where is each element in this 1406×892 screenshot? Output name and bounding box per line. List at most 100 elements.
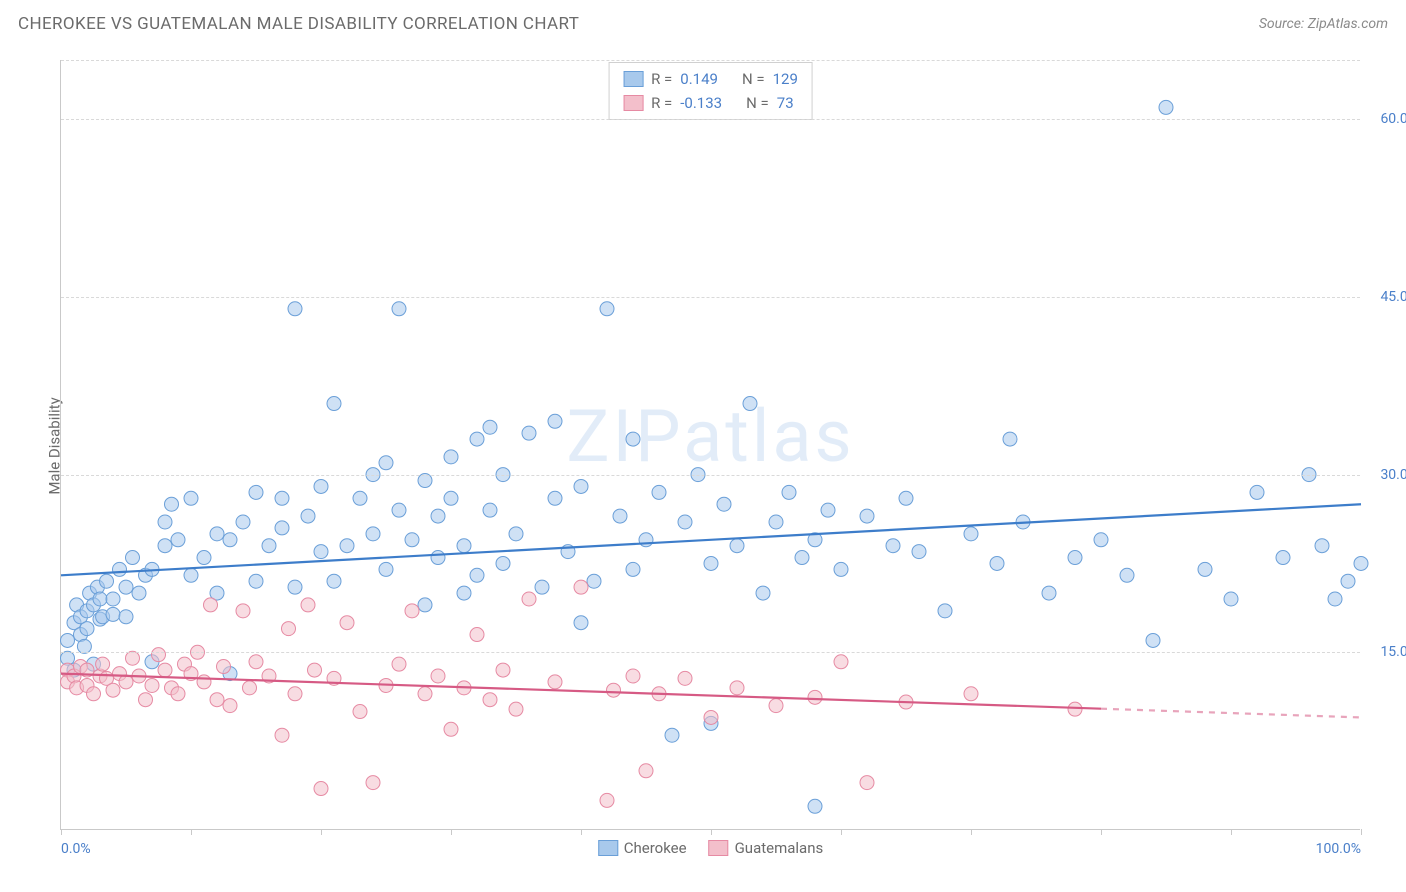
scatter-point-cherokee	[912, 545, 926, 559]
scatter-point-guatemalans	[197, 675, 211, 689]
scatter-point-cherokee	[756, 586, 770, 600]
r-label: R =	[651, 70, 672, 88]
scatter-point-guatemalans	[405, 604, 419, 618]
scatter-point-cherokee	[301, 509, 315, 523]
scatter-point-cherokee	[1003, 432, 1017, 446]
scatter-point-guatemalans	[152, 648, 166, 662]
scatter-point-guatemalans	[366, 776, 380, 790]
scatter-point-guatemalans	[236, 604, 250, 618]
scatter-point-guatemalans	[730, 681, 744, 695]
scatter-point-guatemalans	[1068, 702, 1082, 716]
scatter-point-cherokee	[262, 539, 276, 553]
scatter-point-cherokee	[782, 485, 796, 499]
scatter-point-guatemalans	[301, 598, 315, 612]
scatter-point-guatemalans	[87, 687, 101, 701]
scatter-point-cherokee	[730, 539, 744, 553]
scatter-point-cherokee	[126, 551, 140, 565]
plot-area: ZIPatlas R = 0.149 N = 129 R = -0.133 N …	[60, 60, 1360, 830]
scatter-point-cherokee	[678, 515, 692, 529]
scatter-point-cherokee	[158, 539, 172, 553]
scatter-point-cherokee	[184, 491, 198, 505]
scatter-point-guatemalans	[509, 702, 523, 716]
scatter-point-guatemalans	[204, 598, 218, 612]
scatter-point-cherokee	[275, 491, 289, 505]
scatter-point-cherokee	[509, 527, 523, 541]
scatter-point-cherokee	[808, 799, 822, 813]
r-label: R =	[651, 94, 672, 112]
gridline-h	[61, 652, 1360, 653]
scatter-point-guatemalans	[217, 660, 231, 674]
scatter-point-cherokee	[990, 556, 1004, 570]
scatter-point-cherokee	[574, 616, 588, 630]
xtick	[971, 829, 972, 835]
scatter-point-guatemalans	[158, 663, 172, 677]
scatter-point-guatemalans	[126, 651, 140, 665]
scatter-point-cherokee	[899, 491, 913, 505]
scatter-point-cherokee	[444, 491, 458, 505]
scatter-point-cherokee	[1120, 568, 1134, 582]
scatter-point-cherokee	[392, 302, 406, 316]
scatter-point-cherokee	[769, 515, 783, 529]
scatter-point-cherokee	[1094, 533, 1108, 547]
scatter-point-guatemalans	[340, 616, 354, 630]
scatter-point-cherokee	[1224, 592, 1238, 606]
scatter-point-guatemalans	[171, 687, 185, 701]
xtick-label: 0.0%	[61, 841, 91, 857]
scatter-point-cherokee	[470, 568, 484, 582]
scatter-point-cherokee	[249, 574, 263, 588]
series-legend: Cherokee Guatemalans	[598, 839, 824, 857]
xtick	[321, 829, 322, 835]
legend-row-series-a: R = 0.149 N = 129	[623, 67, 798, 91]
scatter-point-cherokee	[1328, 592, 1342, 606]
swatch-bottom-b	[709, 840, 729, 856]
scatter-point-cherokee	[457, 586, 471, 600]
scatter-point-guatemalans	[243, 681, 257, 695]
xtick	[191, 829, 192, 835]
scatter-point-guatemalans	[210, 693, 224, 707]
scatter-point-guatemalans	[860, 776, 874, 790]
scatter-point-cherokee	[340, 539, 354, 553]
scatter-point-cherokee	[626, 432, 640, 446]
scatter-point-guatemalans	[834, 655, 848, 669]
xtick-label: 100.0%	[1316, 841, 1361, 857]
xtick	[451, 829, 452, 835]
scatter-point-guatemalans	[600, 793, 614, 807]
scatter-point-cherokee	[834, 562, 848, 576]
scatter-point-cherokee	[113, 562, 127, 576]
scatter-point-guatemalans	[607, 683, 621, 697]
scatter-point-cherokee	[665, 728, 679, 742]
chart-title: CHEROKEE VS GUATEMALAN MALE DISABILITY C…	[18, 14, 579, 34]
swatch-series-a	[623, 71, 643, 87]
scatter-point-cherokee	[314, 545, 328, 559]
scatter-point-cherokee	[535, 580, 549, 594]
r-value-b: -0.133	[680, 94, 722, 112]
scatter-point-cherokee	[860, 509, 874, 523]
scatter-point-guatemalans	[639, 764, 653, 778]
scatter-point-cherokee	[275, 521, 289, 535]
xtick	[61, 829, 62, 835]
scatter-point-cherokee	[1250, 485, 1264, 499]
scatter-point-cherokee	[1315, 539, 1329, 553]
scatter-point-cherokee	[613, 509, 627, 523]
scatter-point-guatemalans	[574, 580, 588, 594]
scatter-point-guatemalans	[223, 699, 237, 713]
scatter-point-guatemalans	[496, 663, 510, 677]
scatter-point-cherokee	[431, 509, 445, 523]
swatch-series-b	[623, 95, 643, 111]
scatter-point-cherokee	[548, 414, 562, 428]
scatter-point-cherokee	[236, 515, 250, 529]
chart-header: CHEROKEE VS GUATEMALAN MALE DISABILITY C…	[0, 0, 1406, 48]
scatter-point-cherokee	[1354, 556, 1368, 570]
scatter-point-cherokee	[548, 491, 562, 505]
scatter-point-guatemalans	[470, 628, 484, 642]
scatter-point-guatemalans	[678, 671, 692, 685]
ytick-label: 30.0%	[1362, 467, 1406, 483]
trend-line-dashed-guatemalans	[1101, 709, 1361, 718]
scatter-point-cherokee	[132, 586, 146, 600]
scatter-point-guatemalans	[282, 622, 296, 636]
scatter-point-guatemalans	[769, 699, 783, 713]
gridline-h	[61, 119, 1360, 120]
xtick	[1361, 829, 1362, 835]
scatter-point-guatemalans	[626, 669, 640, 683]
legend-label-b: Guatemalans	[735, 839, 824, 857]
